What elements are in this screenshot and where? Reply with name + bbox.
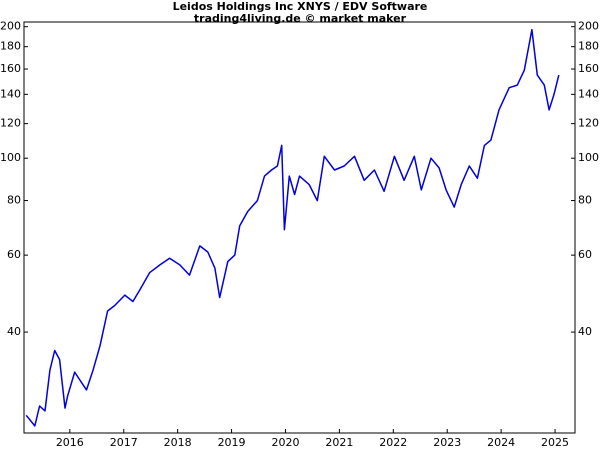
y-tick-label: 200 — [0, 20, 21, 33]
y-tick-label: 160 — [0, 62, 21, 75]
y2-tick-label: 180 — [578, 40, 599, 53]
x-tick-label: 2023 — [433, 436, 461, 449]
y-tick-label: 60 — [7, 248, 21, 261]
y2-tick-label: 160 — [578, 62, 599, 75]
x-tick-label: 2017 — [110, 436, 138, 449]
y2-tick-label: 80 — [578, 194, 592, 207]
x-tick-label: 2022 — [379, 436, 407, 449]
y-tick-label: 120 — [0, 117, 21, 130]
y-tick-label: 80 — [7, 194, 21, 207]
x-tick-label: 2024 — [487, 436, 515, 449]
price-line — [25, 28, 560, 427]
x-tick-label: 2021 — [325, 436, 353, 449]
y2-tick-label: 100 — [578, 151, 599, 164]
y2-tick-label: 60 — [578, 248, 592, 261]
plot-frame — [23, 21, 576, 434]
chart-subtitle: trading4living.de © market maker — [194, 12, 407, 25]
x-tick-label: 2018 — [164, 436, 192, 449]
y-tick-label: 100 — [0, 151, 21, 164]
x-tick-label: 2016 — [56, 436, 84, 449]
y2-tick-label: 200 — [578, 20, 599, 33]
y2-tick-label: 120 — [578, 117, 599, 130]
y2-tick-label: 140 — [578, 87, 599, 100]
x-tick-label: 2019 — [218, 436, 246, 449]
y-tick-label: 40 — [7, 325, 21, 338]
y2-tick-label: 40 — [578, 325, 592, 338]
y-tick-label: 140 — [0, 87, 21, 100]
x-tick-label: 2025 — [541, 436, 569, 449]
y-tick-label: 180 — [0, 40, 21, 53]
x-tick-label: 2020 — [271, 436, 299, 449]
chart-title: Leidos Holdings Inc XNYS / EDV Software — [173, 0, 428, 13]
